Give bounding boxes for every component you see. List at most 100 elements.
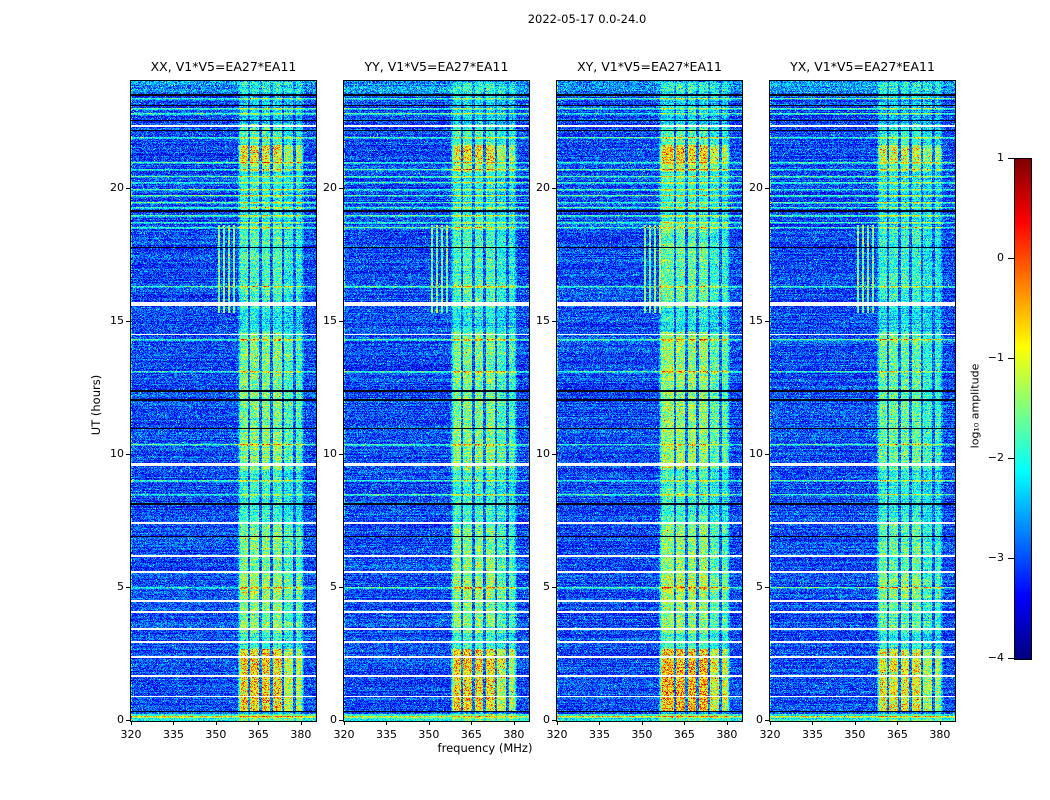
y-tick-label: 20 [749,180,763,194]
y-tickmark [552,187,557,189]
spectrogram-panel-xx: XX, V1*V5=EA27*EA11 320 335 350 365 380 0 5 10 15… [110,59,317,741]
x-tickmark [344,721,345,725]
spectrogram-canvas-yx [770,81,955,721]
x-tick-label: 380 [929,728,951,741]
y-tickmark [126,320,131,322]
x-tickmark [215,721,217,725]
x-tickmark [684,721,686,725]
spectrogram-canvas-yy [344,81,529,721]
x-tick-label: 350 [205,728,227,741]
colorbar-tick-label: 0 [997,251,1004,264]
x-tickmark [599,721,601,725]
y-tickmark [765,720,770,721]
y-tickmark [339,187,344,189]
x-tick-label: 380 [503,728,525,741]
x-tickmark [726,721,728,725]
figure-title: 2022-05-17 0.0-24.0 [527,12,647,26]
x-tick-label: 350 [418,728,440,741]
x-tickmark [557,721,558,725]
colorbar-label: log₁₀ amplitude [968,363,982,449]
x-tick-label: 335 [588,728,610,741]
x-tickmark [812,721,814,725]
y-tick-label: 0 [756,713,763,726]
y-tick-label: 0 [117,713,124,726]
colorbar-tickmark [1008,258,1014,259]
colorbar-tick-label: −1 [987,351,1004,364]
x-tick-label: 335 [375,728,397,741]
spectrogram-canvas-xy [557,81,742,721]
x-tickmark [471,721,473,725]
x-tickmark [428,721,430,725]
x-tickmark [770,721,771,725]
y-tick-label: 15 [323,313,337,327]
x-tick-label: 380 [716,728,738,741]
x-tick-label: 335 [162,728,184,741]
spectrogram-canvas-xx [131,81,316,721]
y-tickmark [339,320,344,322]
x-tickmark [939,721,941,725]
y-tick-label: 5 [117,579,124,593]
y-tickmark [126,586,131,588]
y-tickmark [552,720,557,721]
y-tick-label: 15 [110,313,124,327]
y-tickmark [765,320,770,322]
y-tickmark [552,586,557,588]
x-tick-label: 320 [546,728,568,741]
x-tick-label: 365 [673,728,695,741]
y-tickmark [552,320,557,322]
y-tickmark [126,453,131,455]
x-tick-label: 350 [631,728,653,741]
x-tickmark [897,721,899,725]
x-tickmark [131,721,132,725]
y-tickmark [339,586,344,588]
y-tick-label: 20 [536,180,550,194]
panel-title-xy: XY, V1*V5=EA27*EA11 [577,59,722,74]
y-tick-label: 20 [323,180,337,194]
y-tick-label: 10 [536,446,550,460]
y-tick-label: 15 [536,313,550,327]
colorbar-tickmark [1008,158,1014,159]
x-tick-label: 365 [886,728,908,741]
colorbar-tickmark [1008,358,1014,359]
colorbar-tick-label: −2 [987,451,1004,464]
y-tickmark [339,720,344,721]
colorbar-tick-label: −4 [987,651,1004,664]
panel-title-yy: YY, V1*V5=EA27*EA11 [364,59,509,74]
colorbar-tickmark [1008,558,1014,559]
y-tick-label: 10 [749,446,763,460]
spectrogram-panel-yx: YX, V1*V5=EA27*EA11 320 335 350 365 380 0 5 10 15… [749,59,956,741]
y-tick-label: 5 [756,579,763,593]
y-tickmark [339,453,344,455]
y-tick-label: 0 [543,713,550,726]
colorbar-tick-label: 1 [997,151,1004,164]
x-tick-label: 320 [333,728,355,741]
x-tick-label: 350 [844,728,866,741]
y-tick-label: 5 [543,579,550,593]
y-tickmark [552,453,557,455]
y-tickmark [765,586,770,588]
x-tickmark [854,721,856,725]
x-tick-label: 380 [290,728,312,741]
x-tick-label: 365 [247,728,269,741]
y-tickmark [126,720,131,721]
colorbar-tickmark [1008,458,1014,459]
x-tickmark [300,721,302,725]
x-tickmark [258,721,260,725]
x-axis-label: frequency (MHz) [437,741,533,755]
x-tickmark [641,721,643,725]
x-tick-label: 335 [801,728,823,741]
y-tick-label: 20 [110,180,124,194]
x-tick-label: 320 [120,728,142,741]
y-tick-label: 0 [330,713,337,726]
y-tickmark [126,187,131,189]
panel-title-yx: YX, V1*V5=EA27*EA11 [790,59,935,74]
x-tickmark [386,721,388,725]
spectrogram-panel-xy: XY, V1*V5=EA27*EA11 320 335 350 365 380 0 5 10 15… [536,59,743,741]
y-tick-label: 5 [330,579,337,593]
x-tick-label: 365 [460,728,482,741]
colorbar-tickmark [1008,658,1014,659]
y-tick-label: 15 [749,313,763,327]
colorbar-gradient [1014,158,1032,660]
y-tickmark [765,187,770,189]
